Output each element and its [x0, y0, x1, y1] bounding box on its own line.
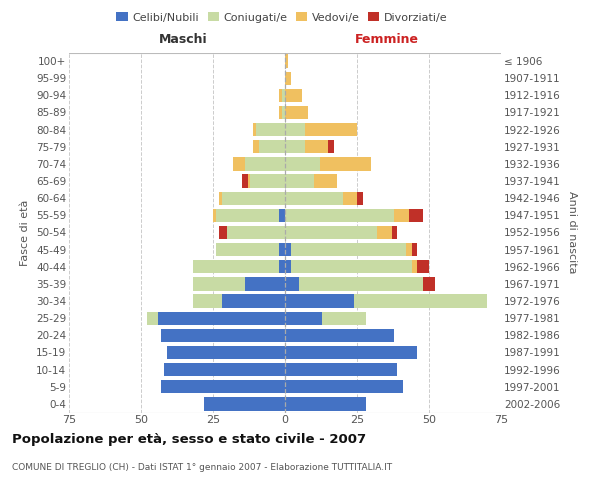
Bar: [147, 312, 158, 325]
Bar: [279, 243, 285, 256]
Bar: [259, 140, 285, 153]
Bar: [164, 363, 285, 376]
Bar: [221, 294, 285, 308]
Bar: [285, 88, 302, 102]
Bar: [423, 277, 435, 290]
Text: COMUNE DI TREGLIO (CH) - Dati ISTAT 1° gennaio 2007 - Elaborazione TUTTITALIA.IT: COMUNE DI TREGLIO (CH) - Dati ISTAT 1° g…: [12, 462, 392, 471]
Bar: [291, 260, 412, 274]
Bar: [305, 140, 328, 153]
Bar: [245, 157, 285, 170]
Bar: [285, 123, 305, 136]
Bar: [285, 260, 291, 274]
Bar: [285, 380, 403, 394]
Bar: [248, 174, 250, 188]
Text: Popolazione per età, sesso e stato civile - 2007: Popolazione per età, sesso e stato civil…: [12, 432, 366, 446]
Bar: [250, 174, 285, 188]
Bar: [221, 192, 285, 205]
Y-axis label: Anni di nascita: Anni di nascita: [567, 191, 577, 274]
Bar: [216, 208, 279, 222]
Bar: [158, 312, 285, 325]
Bar: [253, 140, 259, 153]
Bar: [285, 243, 291, 256]
Bar: [285, 397, 365, 410]
Bar: [279, 260, 285, 274]
Bar: [418, 260, 429, 274]
Bar: [282, 106, 285, 119]
Bar: [285, 174, 314, 188]
Bar: [193, 277, 245, 290]
Bar: [285, 294, 354, 308]
Bar: [299, 277, 423, 290]
Bar: [409, 208, 423, 222]
Bar: [285, 192, 343, 205]
Bar: [282, 88, 285, 102]
Bar: [161, 380, 285, 394]
Text: Maschi: Maschi: [159, 32, 208, 46]
Y-axis label: Fasce di età: Fasce di età: [20, 200, 31, 266]
Bar: [412, 243, 418, 256]
Bar: [245, 277, 285, 290]
Bar: [213, 208, 216, 222]
Bar: [343, 192, 357, 205]
Bar: [392, 226, 397, 239]
Bar: [285, 363, 397, 376]
Bar: [285, 140, 305, 153]
Bar: [253, 123, 256, 136]
Bar: [406, 243, 412, 256]
Bar: [354, 294, 487, 308]
Bar: [291, 243, 406, 256]
Bar: [256, 123, 285, 136]
Bar: [161, 328, 285, 342]
Bar: [305, 123, 357, 136]
Bar: [285, 106, 308, 119]
Bar: [285, 72, 291, 85]
Bar: [357, 192, 363, 205]
Bar: [216, 243, 279, 256]
Bar: [285, 208, 394, 222]
Bar: [279, 106, 282, 119]
Bar: [193, 294, 221, 308]
Bar: [242, 174, 248, 188]
Bar: [285, 226, 377, 239]
Bar: [328, 140, 334, 153]
Bar: [227, 226, 285, 239]
Bar: [279, 208, 285, 222]
Bar: [219, 192, 221, 205]
Bar: [205, 397, 285, 410]
Bar: [285, 157, 320, 170]
Bar: [394, 208, 409, 222]
Bar: [285, 312, 322, 325]
Bar: [285, 54, 288, 68]
Bar: [320, 157, 371, 170]
Bar: [285, 277, 299, 290]
Bar: [167, 346, 285, 359]
Bar: [219, 226, 227, 239]
Bar: [412, 260, 418, 274]
Legend: Celibi/Nubili, Coniugati/e, Vedovi/e, Divorziati/e: Celibi/Nubili, Coniugati/e, Vedovi/e, Di…: [112, 8, 452, 27]
Bar: [279, 88, 282, 102]
Text: Femmine: Femmine: [355, 32, 419, 46]
Bar: [285, 346, 418, 359]
Bar: [193, 260, 279, 274]
Bar: [233, 157, 245, 170]
Bar: [314, 174, 337, 188]
Bar: [285, 328, 394, 342]
Bar: [322, 312, 365, 325]
Bar: [377, 226, 392, 239]
